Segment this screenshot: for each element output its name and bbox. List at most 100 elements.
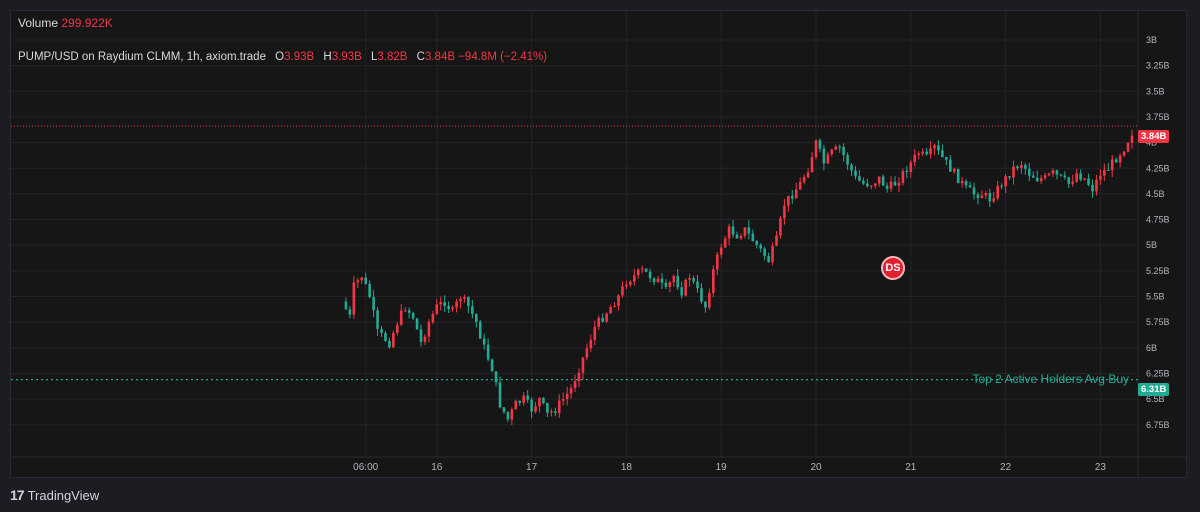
- candle-body: [712, 269, 715, 294]
- y-tick-label: 5.5B: [1146, 292, 1165, 302]
- candle-body: [700, 288, 703, 302]
- candle-body: [1004, 176, 1007, 187]
- candle-body: [407, 310, 411, 313]
- candle-body: [964, 181, 968, 186]
- candle-body: [1051, 170, 1055, 174]
- y-tick-label: 5.25B: [1146, 266, 1170, 276]
- candle-body: [1099, 175, 1102, 180]
- candle-body: [980, 195, 984, 199]
- candle-body: [972, 187, 976, 195]
- y-tick-label: 3.75B: [1146, 112, 1170, 122]
- candle-body: [522, 395, 525, 403]
- candle-body: [1047, 173, 1051, 176]
- volume-value: 299.922K: [61, 16, 113, 30]
- candle-body: [680, 287, 683, 296]
- candle-body: [684, 279, 687, 296]
- candle-body: [763, 248, 766, 257]
- candle-body: [1130, 135, 1134, 143]
- candle-body: [1028, 168, 1031, 176]
- candle-body: [866, 183, 869, 187]
- candle-body: [506, 411, 510, 420]
- candle-body: [735, 234, 739, 239]
- candle-body: [1024, 165, 1027, 169]
- candle-body: [672, 275, 676, 283]
- candle-body: [1079, 173, 1082, 180]
- candle-body: [1110, 159, 1114, 171]
- candle-body: [731, 226, 735, 235]
- candle-body: [992, 198, 996, 202]
- candle-body: [443, 302, 446, 306]
- candle-body: [850, 164, 853, 171]
- candle-body: [550, 411, 553, 413]
- candle-body: [625, 284, 628, 287]
- candle-body: [688, 278, 691, 280]
- candle-body: [909, 162, 913, 172]
- candle-body: [435, 304, 439, 315]
- candle-body: [723, 238, 727, 248]
- candle-body: [798, 181, 802, 190]
- price-chart[interactable]: 3B3.25B3.5B3.75B4B4.25B4.5B4.75B5B5.25B5…: [11, 11, 1186, 477]
- candle-body: [1063, 175, 1067, 178]
- symbol-label[interactable]: PUMP/USD on Raydium CLMM, 1h, axiom.trad…: [18, 51, 266, 63]
- candle-body: [510, 409, 514, 420]
- candle-body: [787, 195, 790, 206]
- candle-body: [660, 278, 664, 283]
- candle-body: [589, 339, 593, 349]
- candle-body: [617, 295, 620, 306]
- candle-body: [917, 153, 920, 155]
- candle-body: [1126, 142, 1130, 152]
- candle-body: [419, 329, 423, 342]
- candle-body: [1071, 181, 1075, 184]
- candle-body: [747, 227, 751, 234]
- candle-body: [565, 393, 569, 400]
- candle-body: [810, 157, 814, 173]
- y-tick-label: 6.25B: [1146, 368, 1170, 378]
- ds-badge[interactable]: DS: [881, 256, 905, 280]
- candle-body: [715, 254, 719, 270]
- candle-body: [344, 301, 348, 310]
- candle-body: [739, 235, 743, 239]
- x-tick-label: 18: [621, 462, 633, 473]
- candle-body: [629, 281, 632, 285]
- candle-body: [490, 359, 494, 372]
- candle-body: [708, 293, 711, 308]
- candle-body: [534, 406, 537, 412]
- candle-body: [1059, 174, 1063, 176]
- volume-label: Volume: [18, 16, 59, 30]
- candle-body: [621, 286, 624, 296]
- candle-body: [1000, 185, 1003, 187]
- candle-body: [411, 312, 415, 319]
- candle-body: [818, 140, 822, 149]
- candle-body: [877, 176, 881, 184]
- candle-body: [585, 348, 589, 358]
- candle-body: [913, 154, 917, 163]
- candle-body: [1067, 177, 1071, 184]
- candle-body: [439, 302, 443, 305]
- candle-body: [873, 183, 877, 186]
- y-tick-label: 5B: [1146, 240, 1157, 250]
- candle-body: [459, 298, 462, 302]
- candle-body: [455, 301, 458, 308]
- candle-body: [945, 157, 948, 160]
- chart-frame: 3B3.25B3.5B3.75B4B4.25B4.5B4.75B5B5.25B5…: [10, 10, 1187, 478]
- candle-body: [704, 301, 707, 308]
- candle-body: [1095, 179, 1098, 192]
- candle-body: [692, 278, 695, 282]
- candle-body: [475, 314, 478, 322]
- candle-body: [1008, 176, 1011, 178]
- high-key: H: [323, 51, 332, 63]
- candle-body: [743, 227, 747, 236]
- candle-body: [1103, 169, 1106, 176]
- candle-body: [546, 402, 549, 413]
- x-tick-label: 23: [1095, 462, 1107, 473]
- y-tick-label: 5.75B: [1146, 317, 1170, 327]
- brand-name: TradingView: [27, 487, 100, 503]
- open-key: O: [275, 51, 285, 63]
- tradingview-brand[interactable]: 17 TradingView: [10, 487, 99, 503]
- candle-body: [502, 407, 506, 412]
- candle-body: [1107, 169, 1110, 171]
- candle-body: [471, 306, 474, 315]
- candle-body: [996, 185, 999, 199]
- candle-body: [905, 170, 909, 172]
- candle-body: [605, 313, 608, 322]
